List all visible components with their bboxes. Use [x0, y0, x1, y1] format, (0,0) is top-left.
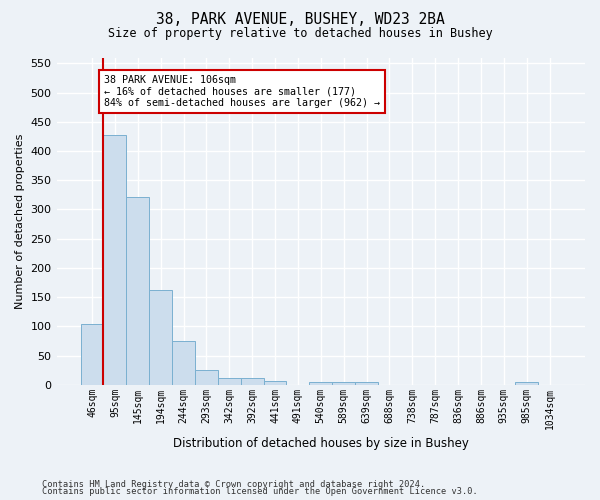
- Text: 38 PARK AVENUE: 106sqm
← 16% of detached houses are smaller (177)
84% of semi-de: 38 PARK AVENUE: 106sqm ← 16% of detached…: [104, 75, 380, 108]
- Bar: [241, 378, 263, 385]
- Text: 38, PARK AVENUE, BUSHEY, WD23 2BA: 38, PARK AVENUE, BUSHEY, WD23 2BA: [155, 12, 445, 28]
- Bar: [355, 382, 378, 385]
- Bar: [149, 290, 172, 385]
- Bar: [172, 341, 195, 385]
- Bar: [103, 135, 127, 385]
- Bar: [218, 378, 241, 385]
- Y-axis label: Number of detached properties: Number of detached properties: [15, 134, 25, 309]
- Text: Size of property relative to detached houses in Bushey: Size of property relative to detached ho…: [107, 28, 493, 40]
- Bar: [195, 370, 218, 385]
- Bar: [80, 324, 103, 385]
- Bar: [515, 382, 538, 385]
- X-axis label: Distribution of detached houses by size in Bushey: Distribution of detached houses by size …: [173, 437, 469, 450]
- Bar: [263, 380, 286, 385]
- Bar: [310, 382, 332, 385]
- Bar: [127, 196, 149, 385]
- Text: Contains HM Land Registry data © Crown copyright and database right 2024.: Contains HM Land Registry data © Crown c…: [42, 480, 425, 489]
- Text: Contains public sector information licensed under the Open Government Licence v3: Contains public sector information licen…: [42, 488, 478, 496]
- Bar: [332, 382, 355, 385]
